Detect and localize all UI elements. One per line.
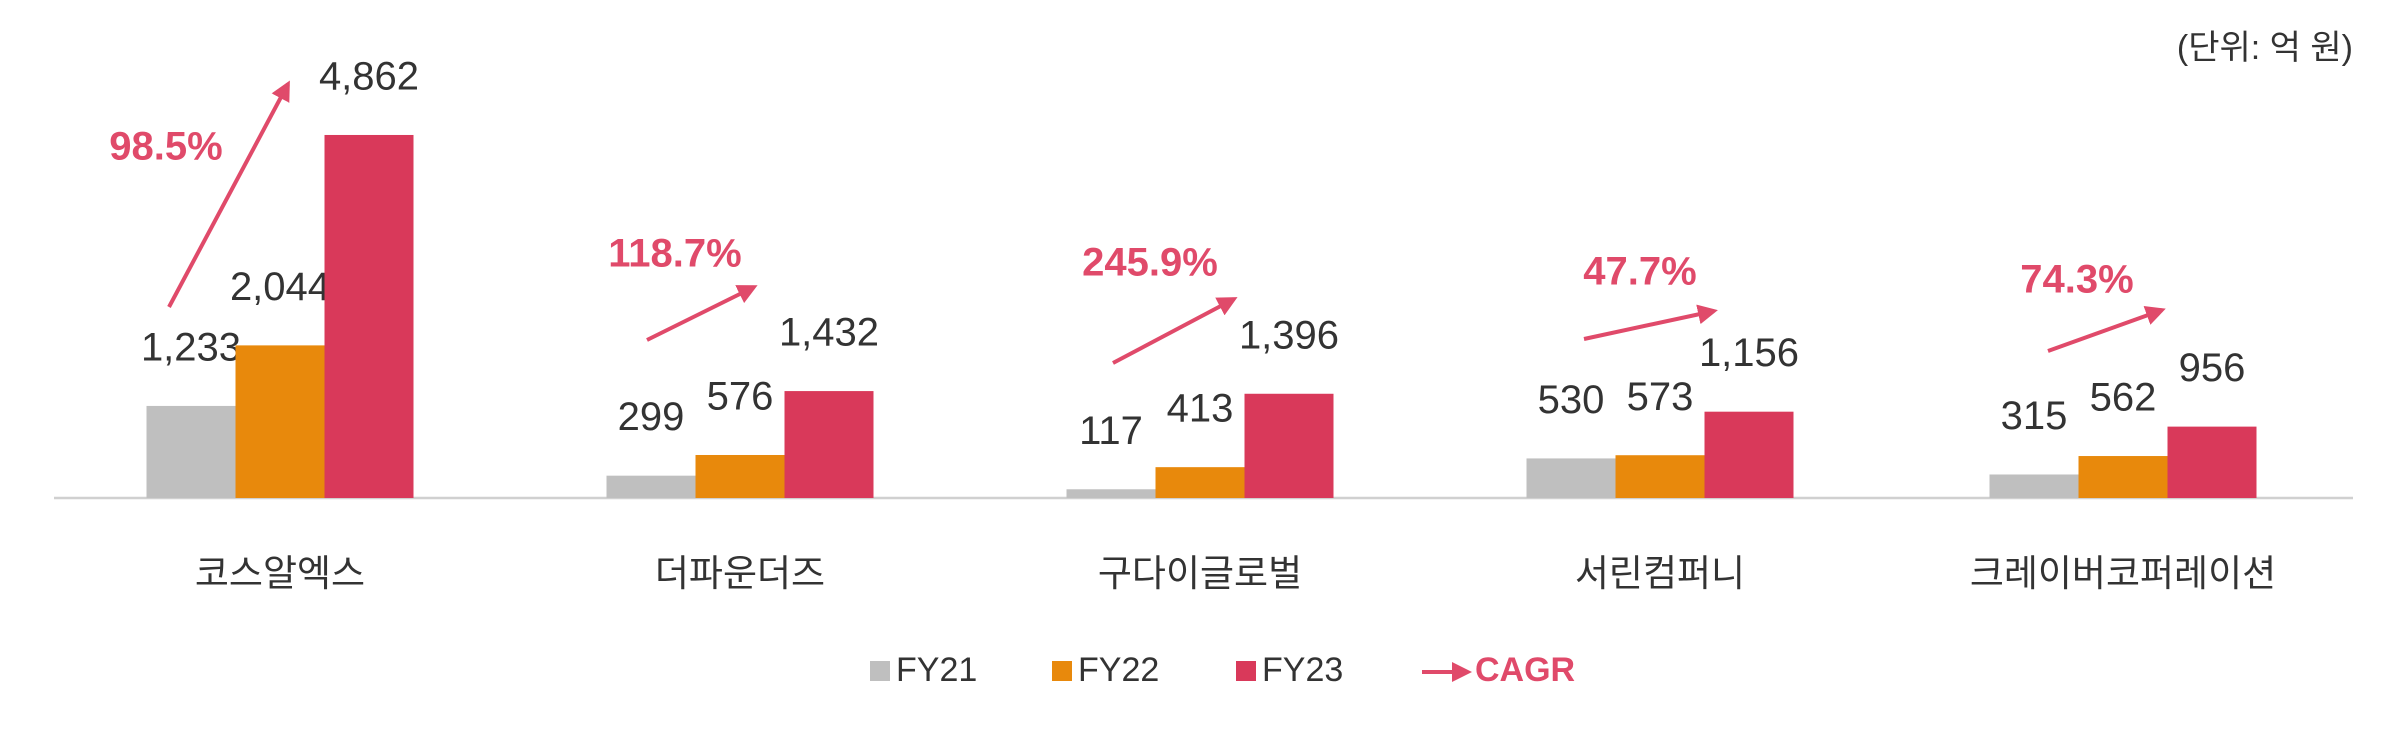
data-label: 530 [1538, 378, 1605, 422]
data-label: 1,233 [141, 325, 241, 369]
data-label: 117 [1079, 409, 1143, 453]
bar [1066, 489, 1156, 498]
legend-label: FY23 [1262, 651, 1343, 689]
legend-swatch [1052, 661, 1072, 681]
cagr-arrow [2047, 306, 2166, 353]
legend-swatch [1236, 661, 1256, 681]
cagr-label: 98.5% [109, 125, 222, 169]
cagr-arrow [646, 285, 758, 342]
data-label: 956 [2179, 346, 2246, 390]
cagr-arrow [1112, 297, 1238, 365]
data-label: 413 [1167, 387, 1234, 431]
bar [1615, 455, 1705, 498]
cagr-label: 47.7% [1583, 250, 1696, 294]
cagr-arrow [1583, 304, 1718, 341]
data-label: 315 [2001, 394, 2068, 438]
bar [1155, 467, 1245, 498]
x-tick-label: 코스알엑스 [195, 553, 365, 594]
data-label: 1,156 [1699, 331, 1799, 375]
cagr-label: 245.9% [1082, 241, 1218, 285]
bar [2167, 426, 2257, 498]
bar [1704, 411, 1794, 498]
bar [784, 391, 874, 498]
bar [324, 134, 414, 498]
x-tick-label: 더파운더즈 [655, 553, 825, 594]
legend-label: FY22 [1078, 651, 1159, 689]
data-label: 4,862 [319, 55, 419, 99]
data-label: 576 [707, 375, 774, 419]
cagr-label: 74.3% [2020, 258, 2133, 302]
legend-swatch [870, 661, 890, 681]
bar [606, 475, 696, 498]
x-tick-label: 서린컴퍼니 [1575, 553, 1745, 594]
cagr-label: 118.7% [608, 232, 741, 276]
data-label: 299 [618, 395, 685, 439]
bar [1244, 393, 1334, 498]
data-label: 2,044 [230, 265, 330, 309]
data-label: 573 [1627, 375, 1694, 419]
unit-note: (단위: 억 원) [2177, 29, 2353, 67]
x-tick-label: 구다이글로벌 [1098, 553, 1302, 594]
data-label: 1,432 [779, 311, 879, 355]
legend-label: CAGR [1475, 651, 1575, 689]
bar [235, 345, 325, 498]
bar [1526, 458, 1616, 498]
bar [146, 405, 236, 498]
x-tick-label: 크레이버코퍼레이션 [1970, 553, 2276, 594]
bar [695, 454, 785, 498]
bar [2078, 456, 2168, 498]
cagr-arrow [167, 80, 290, 308]
data-label: 562 [2090, 376, 2157, 420]
data-label: 1,396 [1239, 313, 1339, 357]
bar [1989, 474, 2079, 498]
legend-label: FY21 [896, 651, 977, 689]
